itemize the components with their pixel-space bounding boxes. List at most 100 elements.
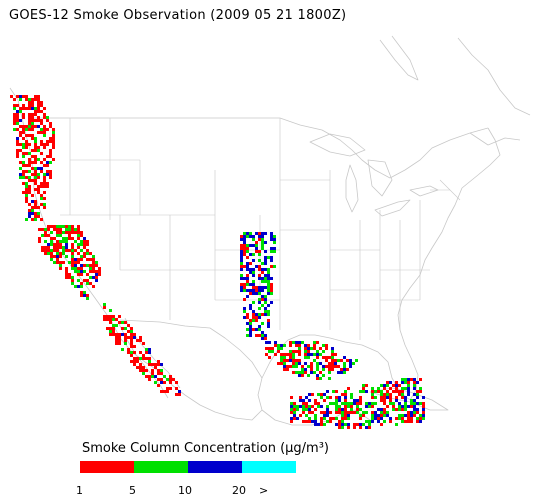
- smoke-cell-yucatan-cuba: [302, 399, 305, 402]
- smoke-cell-gulf-of-mexico: [322, 374, 325, 377]
- smoke-cell-yucatan-cuba: [380, 414, 383, 417]
- smoke-cell-yucatan-cuba: [398, 405, 401, 408]
- smoke-cell-yucatan-cuba: [395, 423, 398, 426]
- smoke-cell-southern-plains: [261, 238, 264, 241]
- smoke-cell-yucatan-cuba: [398, 393, 401, 396]
- smoke-cell-yucatan-cuba: [347, 405, 350, 408]
- smoke-cell-pacific-northwest-coast: [25, 107, 28, 110]
- smoke-cell-southern-plains: [261, 262, 264, 265]
- smoke-cell-california-coast: [95, 273, 98, 276]
- smoke-cell-yucatan-cuba: [344, 396, 347, 399]
- smoke-cell-pacific-northwest-coast: [37, 104, 40, 107]
- smoke-cell-pacific-northwest-coast: [37, 212, 40, 215]
- smoke-cell-gulf-of-mexico: [280, 356, 283, 359]
- smoke-cell-california-coast: [83, 243, 86, 246]
- smoke-cell-yucatan-cuba: [401, 405, 404, 408]
- smoke-cell-yucatan-cuba: [329, 420, 332, 423]
- smoke-cell-pacific-northwest-coast: [37, 125, 40, 128]
- smoke-cell-yucatan-cuba: [362, 414, 365, 417]
- smoke-cell-pacific-northwest-coast: [37, 146, 40, 149]
- smoke-cell-california-coast: [80, 243, 83, 246]
- smoke-cell-yucatan-cuba: [368, 402, 371, 405]
- smoke-cell-california-coast: [59, 225, 62, 228]
- smoke-cell-baja-california: [160, 378, 163, 381]
- smoke-cell-yucatan-cuba: [326, 405, 329, 408]
- smoke-cell-yucatan-cuba: [320, 393, 323, 396]
- smoke-cell-gulf-of-mexico: [343, 368, 346, 371]
- smoke-cell-southern-plains: [258, 316, 261, 319]
- smoke-cell-gulf-of-mexico: [301, 365, 304, 368]
- smoke-cell-southern-plains: [249, 253, 252, 256]
- smoke-cell-gulf-of-mexico: [340, 359, 343, 362]
- smoke-cell-southern-plains: [252, 268, 255, 271]
- smoke-cell-yucatan-cuba: [410, 399, 413, 402]
- smoke-cell-yucatan-cuba: [413, 384, 416, 387]
- smoke-cell-yucatan-cuba: [383, 402, 386, 405]
- smoke-cell-pacific-northwest-coast: [34, 182, 37, 185]
- smoke-cell-pacific-northwest-coast: [19, 107, 22, 110]
- smoke-cell-pacific-northwest-coast: [40, 203, 43, 206]
- smoke-cell-pacific-northwest-coast: [43, 107, 46, 110]
- smoke-cell-pacific-northwest-coast: [19, 143, 22, 146]
- smoke-cell-california-coast: [50, 249, 53, 252]
- smoke-cell-southern-plains: [246, 316, 249, 319]
- smoke-cell-baja-california: [133, 336, 136, 339]
- smoke-cell-southern-plains: [258, 292, 261, 295]
- smoke-cell-southern-plains: [258, 238, 261, 241]
- smoke-cell-california-coast: [74, 228, 77, 231]
- smoke-cell-pacific-northwest-coast: [19, 131, 22, 134]
- smoke-cell-gulf-of-mexico: [307, 374, 310, 377]
- smoke-cell-gulf-of-mexico: [298, 353, 301, 356]
- smoke-cell-baja-california: [103, 303, 106, 306]
- smoke-cell-southern-plains: [270, 256, 273, 259]
- smoke-cell-california-coast: [53, 237, 56, 240]
- smoke-cell-yucatan-cuba: [347, 402, 350, 405]
- smoke-cell-baja-california: [130, 336, 133, 339]
- smoke-cell-pacific-northwest-coast: [16, 143, 19, 146]
- smoke-cell-gulf-of-mexico: [289, 365, 292, 368]
- smoke-cell-southern-plains: [258, 265, 261, 268]
- smoke-cell-california-coast: [71, 276, 74, 279]
- smoke-cell-baja-california: [136, 357, 139, 360]
- smoke-cell-southern-plains: [243, 277, 246, 280]
- smoke-cell-gulf-of-mexico: [271, 350, 274, 353]
- smoke-cell-southern-plains: [252, 286, 255, 289]
- smoke-cell-yucatan-cuba: [347, 423, 350, 426]
- smoke-cell-pacific-northwest-coast: [22, 191, 25, 194]
- smoke-cell-california-coast: [86, 279, 89, 282]
- smoke-pixels: [10, 95, 425, 429]
- smoke-cell-yucatan-cuba: [356, 399, 359, 402]
- smoke-cell-yucatan-cuba: [380, 417, 383, 420]
- smoke-cell-yucatan-cuba: [422, 414, 425, 417]
- smoke-cell-california-coast: [41, 249, 44, 252]
- smoke-cell-gulf-of-mexico: [325, 356, 328, 359]
- smoke-cell-pacific-northwest-coast: [16, 110, 19, 113]
- smoke-cell-southern-plains: [243, 232, 246, 235]
- smoke-cell-yucatan-cuba: [299, 396, 302, 399]
- smoke-cell-pacific-northwest-coast: [25, 176, 28, 179]
- smoke-cell-yucatan-cuba: [395, 384, 398, 387]
- smoke-cell-california-coast: [68, 273, 71, 276]
- smoke-cell-yucatan-cuba: [407, 405, 410, 408]
- smoke-cell-yucatan-cuba: [326, 390, 329, 393]
- smoke-cell-southern-plains: [261, 244, 264, 247]
- smoke-cell-gulf-of-mexico: [295, 341, 298, 344]
- smoke-cell-yucatan-cuba: [314, 417, 317, 420]
- smoke-cell-california-coast: [71, 246, 74, 249]
- smoke-cell-california-coast: [47, 225, 50, 228]
- smoke-cell-yucatan-cuba: [410, 417, 413, 420]
- smoke-cell-california-coast: [47, 234, 50, 237]
- smoke-cell-gulf-of-mexico: [355, 359, 358, 362]
- smoke-cell-gulf-of-mexico: [313, 347, 316, 350]
- smoke-cell-california-coast: [92, 264, 95, 267]
- smoke-cell-baja-california: [145, 351, 148, 354]
- smoke-cell-southern-plains: [261, 289, 264, 292]
- smoke-cell-pacific-northwest-coast: [46, 182, 49, 185]
- smoke-cell-pacific-northwest-coast: [31, 209, 34, 212]
- smoke-cell-yucatan-cuba: [371, 411, 374, 414]
- smoke-cell-gulf-of-mexico: [289, 341, 292, 344]
- smoke-cell-yucatan-cuba: [335, 417, 338, 420]
- smoke-cell-southern-plains: [240, 238, 243, 241]
- smoke-cell-yucatan-cuba: [383, 420, 386, 423]
- smoke-cell-yucatan-cuba: [395, 396, 398, 399]
